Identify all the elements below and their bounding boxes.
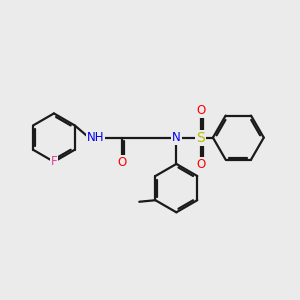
Text: NH: NH <box>86 131 104 144</box>
Text: S: S <box>196 130 205 145</box>
Text: N: N <box>172 131 181 144</box>
Text: F: F <box>51 155 57 168</box>
Text: O: O <box>118 156 127 169</box>
Text: O: O <box>196 104 205 117</box>
Text: O: O <box>196 158 205 171</box>
